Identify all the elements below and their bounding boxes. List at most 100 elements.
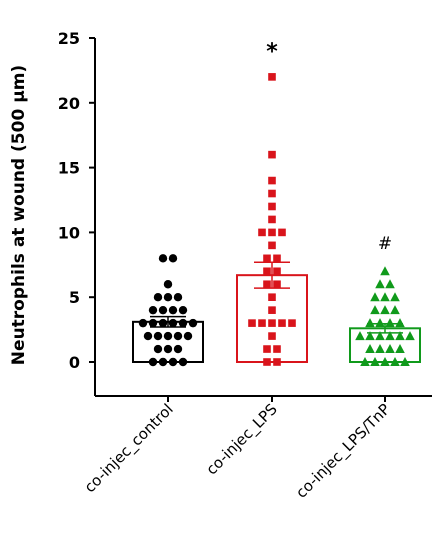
data-point [268, 319, 276, 327]
data-point [153, 331, 163, 341]
y-tick-label: 15 [58, 159, 80, 178]
data-point [263, 358, 271, 366]
data-point [365, 318, 375, 328]
data-point [278, 228, 286, 237]
data-point [268, 176, 276, 185]
data-point [375, 344, 385, 354]
data-point [273, 280, 281, 289]
data-point [268, 241, 276, 250]
data-point [390, 305, 400, 315]
data-point [248, 319, 256, 327]
data-point [268, 202, 276, 211]
data-point [158, 318, 168, 328]
data-point [268, 306, 276, 314]
data-point [258, 319, 266, 327]
data-point [268, 189, 276, 198]
category-label: co-injec_LPS [202, 400, 281, 479]
data-point [263, 267, 271, 276]
data-point [268, 73, 276, 81]
data-point [178, 357, 188, 367]
y-axis-label: Neutrophils at wound (500 µm) [9, 65, 29, 365]
data-point [273, 345, 281, 353]
data-point [385, 344, 395, 354]
data-point [163, 344, 173, 354]
data-point [173, 344, 183, 354]
data-point [273, 358, 281, 366]
data-point [268, 215, 276, 224]
data-point [385, 331, 395, 341]
data-point [263, 280, 271, 289]
data-point [375, 331, 385, 341]
data-point [278, 319, 286, 327]
y-tick-label: 20 [58, 94, 80, 113]
data-point [395, 344, 405, 354]
data-point [263, 345, 271, 353]
data-point [168, 318, 178, 328]
data-point [370, 357, 380, 366]
data-point [268, 332, 276, 340]
data-point [268, 293, 276, 301]
data-point [173, 293, 183, 302]
data-point [370, 292, 380, 302]
data-point [183, 331, 193, 341]
data-point [153, 293, 163, 302]
data-point [273, 267, 281, 276]
data-point [288, 319, 296, 327]
data-point [178, 318, 188, 328]
annotations: *# [266, 39, 392, 253]
data-point [380, 292, 390, 302]
data-point [380, 357, 390, 366]
data-point [158, 254, 168, 263]
data-point [370, 305, 380, 315]
data-point [268, 150, 276, 159]
data-point [168, 357, 178, 367]
significance-marker: * [266, 39, 278, 64]
y-tick-label: 0 [69, 353, 80, 372]
data-point [188, 318, 198, 328]
data-point [163, 280, 173, 289]
data-point [143, 331, 153, 341]
data-point [355, 331, 365, 341]
data-point [390, 292, 400, 302]
data-point [158, 357, 168, 367]
data-point [178, 305, 188, 315]
y-tick-label: 5 [69, 288, 80, 307]
data-point [375, 318, 385, 328]
significance-marker: # [378, 234, 392, 254]
data-point [148, 305, 158, 315]
data-point [385, 318, 395, 328]
data-point [163, 331, 173, 341]
y-tick-label: 25 [58, 29, 80, 48]
data-point [390, 357, 400, 366]
category-labels: co-injec_control co-injec_LPS co-injec_LPS… [81, 400, 395, 502]
data-point [365, 331, 375, 341]
data-point [380, 266, 390, 276]
data-point [385, 279, 395, 289]
error-bars [150, 261, 403, 334]
data-point [395, 318, 405, 328]
data-point [400, 357, 410, 366]
data-point [138, 318, 148, 328]
data-point [360, 357, 370, 366]
data-point [365, 344, 375, 354]
data-point [158, 305, 168, 315]
data-point [268, 228, 276, 237]
data-point [258, 228, 266, 237]
data-points [138, 73, 415, 367]
data-point [168, 254, 178, 263]
axes: 0 5 10 15 20 25 [58, 29, 432, 402]
data-point [273, 254, 281, 263]
data-point [380, 305, 390, 315]
category-label: co-injec_LPS/TnP [292, 400, 394, 502]
data-point [405, 331, 415, 341]
data-point [148, 357, 158, 367]
data-point [168, 305, 178, 315]
data-point [163, 293, 173, 302]
data-point [148, 318, 158, 328]
data-point [173, 331, 183, 341]
bar [132, 320, 204, 364]
y-tick-label: 10 [58, 223, 80, 242]
data-point [263, 254, 271, 263]
data-point [375, 279, 385, 289]
